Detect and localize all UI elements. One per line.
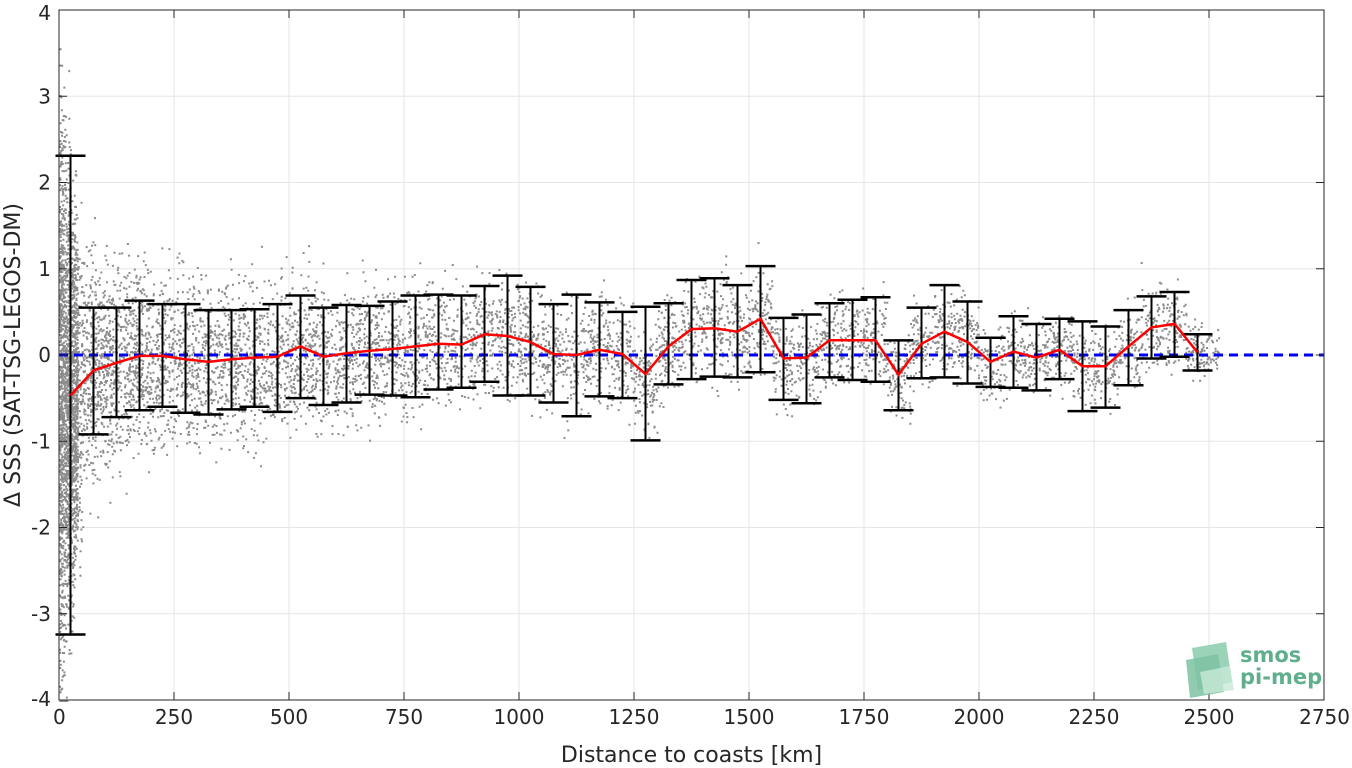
y-tick-label: 4 [38,1,51,25]
x-tick-label: 2000 [954,705,1005,729]
logo-icon [1186,642,1234,698]
y-tick-label: -2 [31,516,51,540]
x-tick-label: 2250 [1069,705,1120,729]
x-tick-label: 0 [53,705,66,729]
error-bar [791,313,822,405]
smos-pi-mep-logo: smos pi-mep [1186,642,1322,698]
x-tick-label: 250 [155,705,193,729]
mean-line [69,317,1199,397]
y-axis-label: Δ SSS (SAT-TSG-LEGOS-DM) [1,203,26,507]
x-tick-label: 750 [385,705,423,729]
logo-text-pi-mep: pi-mep [1240,665,1322,689]
y-tick-label: 1 [38,257,51,281]
x-tick-label: 1750 [839,705,890,729]
x-tick-label: 1000 [494,705,545,729]
x-axis-label: Distance to coasts [km] [561,743,822,768]
x-tick-label: 1250 [609,705,660,729]
y-tick-label: -1 [31,429,51,453]
logo-text-smos: smos [1240,643,1301,667]
y-tick-label: -3 [31,602,51,626]
y-tick-label: -4 [31,687,51,711]
y-axis-ticks: -4 -3 -2 -1 0 1 2 3 4 [31,1,1324,711]
error-bar [1182,333,1213,372]
x-tick-label: 2500 [1184,705,1235,729]
y-tick-label: 3 [38,84,51,108]
y-tick-label: 0 [38,343,51,367]
x-axis-ticks: 0 250 500 750 1000 1250 1500 1750 2000 2250 2500 27… [53,10,1350,729]
scatter-point-cloud [59,48,1221,702]
error-bar [446,294,477,390]
error-bar [262,302,293,414]
y-tick-label: 2 [38,171,51,195]
x-tick-label: 500 [270,705,308,729]
scatter-points [59,48,1221,702]
error-bar [653,302,684,386]
x-tick-label: 1500 [724,705,775,729]
x-tick-label: 2750 [1299,705,1350,729]
